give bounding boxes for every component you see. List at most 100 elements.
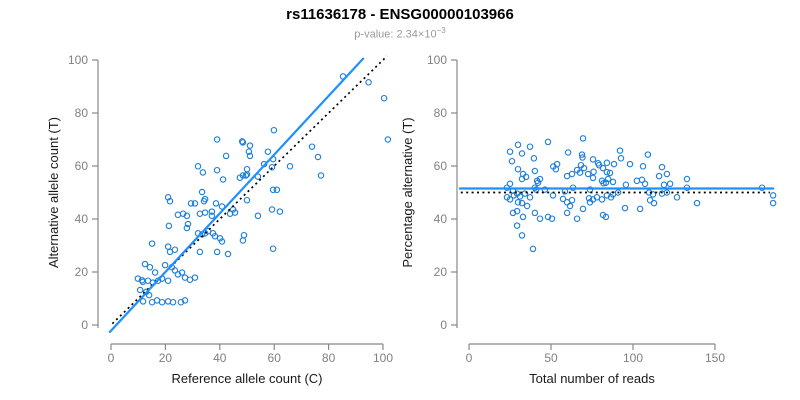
data-point: [649, 191, 657, 198]
data-point: [769, 192, 777, 199]
data-point: [145, 291, 153, 299]
data-point: [219, 176, 227, 183]
x-tick-label: 0: [108, 351, 115, 365]
y-tick-label: 60: [75, 159, 89, 173]
data-point: [198, 188, 206, 196]
data-point: [660, 181, 668, 189]
data-point: [243, 165, 251, 173]
x-tick-label: 150: [705, 351, 725, 365]
data-point: [183, 224, 191, 232]
data-point: [246, 142, 254, 149]
data-point: [769, 199, 777, 207]
x-tick-label: 40: [213, 351, 227, 365]
data-point: [384, 136, 392, 143]
x-tick-label: 0: [466, 351, 473, 365]
data-point: [644, 151, 652, 158]
data-point: [673, 194, 681, 201]
data-point: [526, 143, 534, 150]
data-point: [161, 261, 169, 269]
data-point: [602, 213, 610, 221]
data-point: [166, 197, 174, 205]
x-tick-label: 50: [544, 351, 558, 365]
data-point: [268, 164, 276, 171]
data-point: [213, 136, 221, 143]
data-point: [178, 269, 186, 276]
data-point: [270, 126, 278, 134]
data-point: [519, 213, 527, 221]
data-point: [141, 260, 149, 268]
data-point: [529, 245, 537, 253]
data-point: [516, 193, 524, 200]
data-point: [531, 167, 539, 175]
data-point: [187, 200, 195, 207]
data-point: [530, 155, 538, 162]
data-point: [208, 208, 216, 215]
data-point: [164, 243, 172, 250]
data-point: [508, 157, 516, 165]
data-point: [693, 199, 701, 207]
data-point: [506, 196, 514, 203]
y-tick-label: 80: [434, 106, 448, 120]
y-tick-label: 40: [75, 212, 89, 226]
data-point: [514, 199, 522, 206]
data-point: [626, 160, 634, 168]
data-point: [191, 274, 199, 281]
data-point: [380, 94, 388, 102]
data-point: [245, 148, 253, 155]
data-point: [276, 208, 284, 215]
scatter-points: [134, 73, 392, 306]
data-point: [578, 151, 586, 158]
data-point: [568, 196, 576, 204]
data-point: [240, 231, 248, 239]
data-point: [134, 275, 142, 282]
data-point: [239, 172, 247, 179]
data-point: [636, 205, 644, 213]
data-point: [243, 196, 251, 204]
data-point: [603, 168, 611, 176]
data-point: [622, 181, 630, 189]
data-point: [243, 171, 251, 178]
scatter-points: [503, 135, 777, 253]
y-tick-label: 0: [81, 318, 88, 332]
data-point: [579, 154, 586, 161]
data-point: [568, 170, 576, 178]
scatter-panel-left: 0 20 40 60 80 100 0 20 40 60 80 100 Reference allele…: [46, 53, 393, 386]
data-point: [191, 200, 199, 207]
data-point: [563, 209, 571, 217]
data-point: [683, 175, 691, 183]
data-point: [246, 152, 254, 160]
data-point: [606, 169, 614, 177]
data-point: [549, 192, 557, 199]
data-point: [224, 250, 232, 258]
data-point: [573, 215, 581, 222]
data-point: [194, 163, 202, 170]
data-point: [148, 240, 156, 247]
data-point: [638, 176, 646, 184]
fit-line: [108, 57, 365, 333]
data-point: [208, 212, 216, 220]
data-point: [559, 195, 567, 203]
data-point: [566, 202, 574, 210]
data-point: [576, 169, 584, 176]
x-tick-label: 80: [322, 351, 336, 365]
p-value-subtitle: p-value: 2.34×10−3: [0, 26, 800, 41]
data-point: [211, 232, 219, 240]
data-point: [171, 246, 179, 253]
x-tick-label: 60: [268, 351, 282, 365]
page-title: rs11636178 - ENSG00000103966: [286, 6, 514, 23]
data-point: [212, 200, 220, 207]
data-point: [218, 238, 226, 245]
data-point: [273, 186, 281, 194]
data-point: [658, 163, 666, 171]
y-tick-label: 80: [75, 106, 89, 120]
data-point: [617, 155, 625, 162]
data-point: [201, 195, 209, 203]
data-point: [286, 163, 294, 170]
data-point: [222, 152, 230, 160]
data-point: [254, 212, 262, 220]
data-point: [169, 298, 177, 306]
y-axis-label: Alternative allele count (T): [46, 117, 61, 268]
p-value-exponent: −3: [436, 26, 446, 35]
data-point: [264, 148, 272, 155]
